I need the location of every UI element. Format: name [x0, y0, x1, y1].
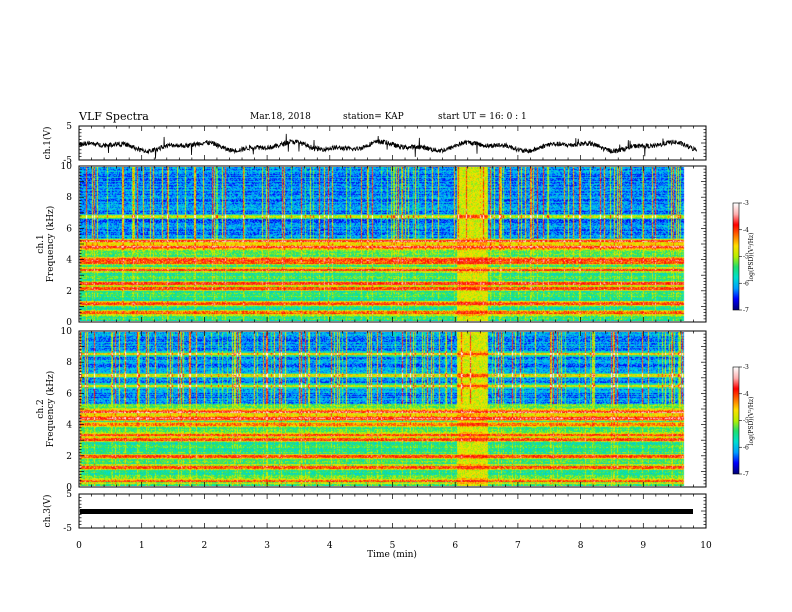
colorbar-tick-label: -5 [743, 418, 749, 425]
y-tick-label: -5 [63, 156, 72, 166]
x-tick-label: 4 [327, 541, 333, 551]
colorbar-tick-label: -7 [743, 471, 749, 478]
x-tick-label: 10 [700, 541, 712, 551]
y-tick-label: 5 [66, 122, 72, 132]
x-tick-label: 2 [202, 541, 208, 551]
x-tick-label: 3 [264, 541, 270, 551]
y-tick-label: -5 [63, 524, 72, 534]
colorbar-tick-label: -4 [743, 391, 749, 398]
axis-ticks [78, 125, 707, 529]
x-tick-label: 7 [515, 541, 521, 551]
y-tick-label: 8 [66, 193, 72, 203]
colorbar-tick-label: -5 [743, 254, 749, 261]
ch2-colorbar-label: log(PSD)(V²/Hz) [748, 397, 755, 446]
date-label: Mar.18, 2018 [250, 112, 311, 122]
colorbar-tick-label: -3 [743, 200, 749, 207]
colorbar-tick-label: -4 [743, 227, 749, 234]
x-tick-label: 0 [76, 541, 82, 551]
x-tick-labels: 0 1 2 3 4 5 6 7 8 9 10 [76, 541, 712, 551]
y-tick-label: 2 [66, 452, 72, 462]
y-tick-label: 2 [66, 287, 72, 297]
ch1-spectrogram-ylabel: ch.1Frequency (kHz) [36, 206, 56, 283]
y-tick-label: 5 [66, 490, 72, 500]
colorbar-tick-label: -6 [743, 280, 749, 287]
ch3-waveform-ylabel: ch.3(V) [42, 495, 53, 528]
ch1-colorbar-label: log(PSD)(V²/Hz) [748, 233, 755, 282]
y-tick-label: 10 [61, 162, 73, 172]
x-tick-label: 5 [390, 541, 396, 551]
y-tick-label: 6 [66, 224, 72, 234]
x-tick-label: 6 [452, 541, 458, 551]
start-time-label: start UT = 16: 0 : 1 [438, 112, 527, 122]
ch1-waveform-line [79, 133, 697, 159]
y-tick-label: 4 [66, 256, 72, 266]
y-tick-label: 0 [66, 318, 72, 328]
ch3-waveform-line [80, 509, 693, 514]
ch1-spectrogram-image [80, 167, 693, 321]
y-tick-label: 8 [66, 358, 72, 368]
colorbar-tick-label: -3 [743, 364, 749, 371]
ch2-spectrogram-ylabel: ch.2Frequency (kHz) [36, 371, 56, 448]
ch1-colorbar [733, 203, 739, 310]
y-tick-label: 4 [66, 421, 72, 431]
y-tick-label: 6 [66, 389, 72, 399]
x-tick-label: 9 [640, 541, 646, 551]
x-tick-label: 8 [578, 541, 584, 551]
x-axis-label: Time (min) [367, 549, 417, 560]
colorbar-ticks: -3 -4 -5 -6 -7 -3 -4 -5 -6 -7 [739, 200, 749, 478]
colorbar-tick-label: -6 [743, 444, 749, 451]
y-tick-label: 10 [61, 327, 73, 337]
ch1-waveform-ylabel: ch.1(V) [42, 127, 53, 160]
colorbar-tick-label: -7 [743, 307, 749, 314]
ch2-colorbar [733, 367, 739, 474]
chart-title: VLF Spectra [79, 110, 149, 123]
ch2-spectrogram-image [80, 332, 693, 486]
x-tick-label: 1 [139, 541, 145, 551]
station-label: station= KAP [343, 112, 404, 122]
y-tick-label: 0 [66, 483, 72, 493]
